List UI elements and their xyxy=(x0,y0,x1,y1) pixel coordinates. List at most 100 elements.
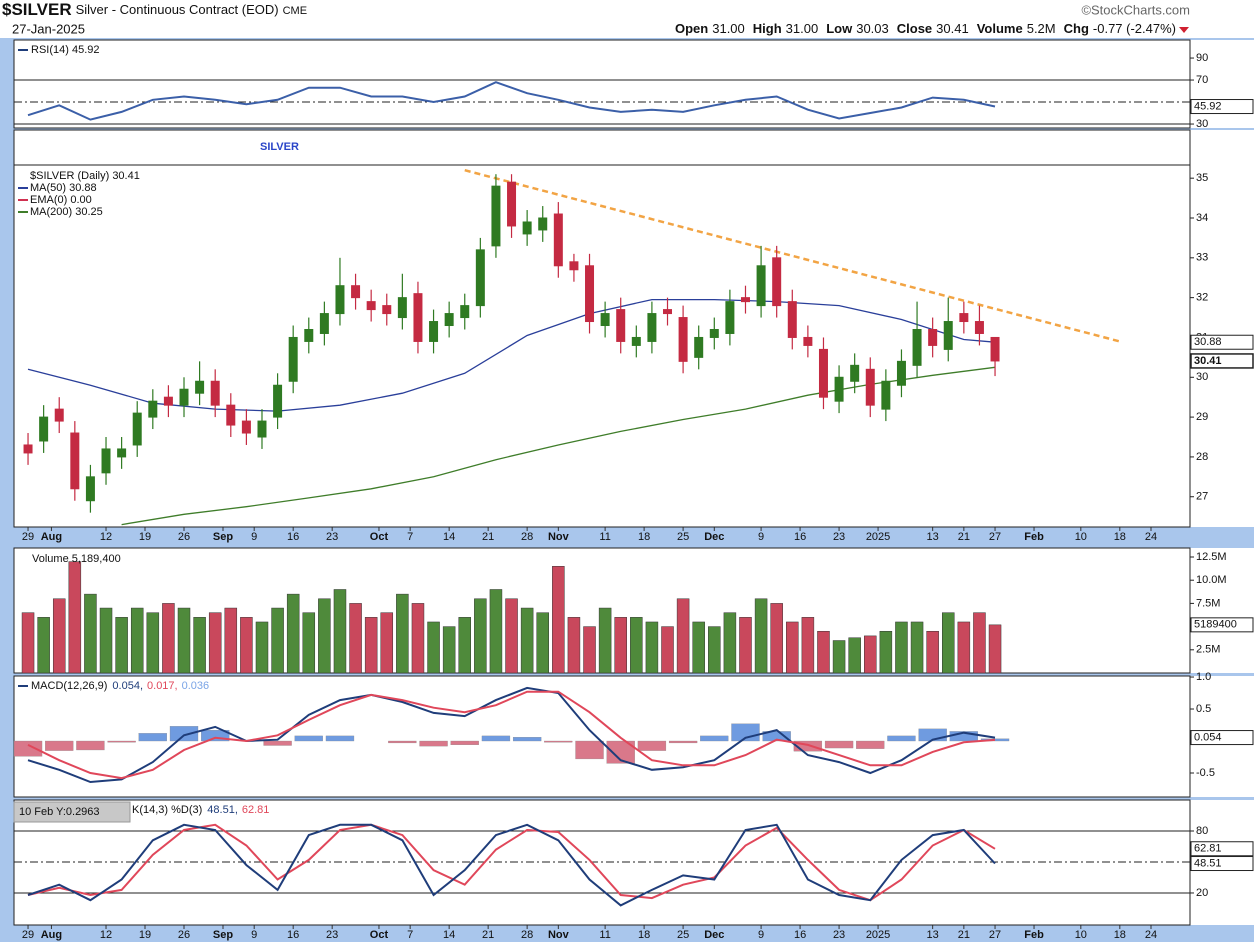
x-tick-label: 19 xyxy=(139,531,151,543)
volume-bar xyxy=(349,603,362,674)
volume-bar xyxy=(302,612,316,674)
x-tick-label: 27 xyxy=(989,531,1001,543)
x-tick-label: 23 xyxy=(326,929,338,941)
candle-body xyxy=(818,348,828,398)
candle-body xyxy=(912,328,922,366)
quote-value: 30.41 xyxy=(936,21,969,36)
candle-body xyxy=(241,420,251,434)
x-tick-label: 13 xyxy=(927,531,939,543)
x-tick-label: 21 xyxy=(958,929,970,941)
y-tick-label: 32 xyxy=(1196,292,1208,304)
panel-frame xyxy=(13,129,1191,528)
volume-bar xyxy=(21,612,35,674)
histogram-bar xyxy=(263,740,292,746)
change-arrow xyxy=(1179,27,1189,33)
annotation: SILVER xyxy=(260,141,299,153)
volume-bar xyxy=(973,612,986,674)
candle-body xyxy=(210,380,220,406)
candle-body xyxy=(990,336,1000,362)
panel xyxy=(14,130,1254,527)
candle-body xyxy=(195,380,205,394)
y-tick-label: 28 xyxy=(1196,451,1208,463)
volume-bar xyxy=(645,621,659,674)
quote-value: 5.2M xyxy=(1027,21,1056,36)
histogram-bar xyxy=(481,735,511,742)
volume-bar xyxy=(505,598,518,674)
y-tick-label: 80 xyxy=(1196,825,1208,837)
x-tick-label: 2025 xyxy=(866,531,890,543)
trendline xyxy=(464,169,1121,343)
x-tick-label: 21 xyxy=(482,929,494,941)
candle-body xyxy=(54,408,64,422)
legend-value: 62.81 xyxy=(242,804,270,816)
y-tick-label: 90 xyxy=(1196,52,1208,64)
volume-bar xyxy=(801,617,815,674)
candle-body xyxy=(928,328,938,346)
volume-bar xyxy=(614,617,627,674)
candle-body xyxy=(896,360,906,386)
volume-bar xyxy=(177,607,191,674)
panel xyxy=(14,800,1254,925)
value-badge-label: 48.51 xyxy=(1194,857,1222,869)
candle-body xyxy=(304,328,314,342)
x-tick-label: 11 xyxy=(599,929,610,941)
histogram-bar xyxy=(606,740,635,764)
volume-bar xyxy=(598,607,612,674)
candle-body xyxy=(631,336,641,346)
legend-value: 48.51, xyxy=(207,804,238,816)
brand: ©StockCharts.com xyxy=(1081,2,1190,17)
histogram-bar xyxy=(824,740,854,749)
y-tick-label: -0.5 xyxy=(1196,767,1215,779)
volume-bar xyxy=(957,621,971,674)
candle-body xyxy=(709,328,719,338)
volume-bar xyxy=(552,566,565,674)
histogram-bar xyxy=(325,735,355,742)
volume-bar xyxy=(333,589,347,674)
volume-bar xyxy=(318,598,331,674)
volume-bar xyxy=(427,621,440,674)
histogram-bar xyxy=(450,740,479,746)
candle-body xyxy=(522,221,532,235)
quote-label: Volume xyxy=(977,21,1023,36)
value-badge-label: 45.92 xyxy=(1194,100,1222,112)
volume-bar xyxy=(739,617,752,674)
x-tick-label: 28 xyxy=(521,531,533,543)
tooltip-box xyxy=(13,801,131,823)
panel xyxy=(14,40,1254,128)
candle-body xyxy=(787,301,797,338)
x-tick-label: 12 xyxy=(100,531,112,543)
histogram-bar xyxy=(76,740,105,751)
candle-body xyxy=(694,336,704,358)
volume-bar xyxy=(271,607,284,674)
x-tick-label: 9 xyxy=(758,531,764,543)
y-tick-label: 10.0M xyxy=(1196,574,1227,586)
volume-bar xyxy=(879,630,893,674)
x-tick-label: 27 xyxy=(989,929,1001,941)
volume-bar xyxy=(286,593,300,674)
volume-bar xyxy=(193,617,206,674)
volume-bar xyxy=(411,603,425,674)
candle-body xyxy=(148,400,158,418)
volume-bar xyxy=(224,607,238,674)
candle-body xyxy=(616,309,626,342)
y-tick-label: 1.0 xyxy=(1196,671,1211,683)
candle-body xyxy=(725,301,735,334)
volume-bar xyxy=(676,598,690,674)
quote-value: 31.00 xyxy=(786,21,819,36)
volume-bar xyxy=(458,617,471,674)
candle-body xyxy=(678,317,688,362)
y-tick-label: 35 xyxy=(1196,172,1208,184)
candle-body xyxy=(460,305,470,319)
value-badge xyxy=(1190,99,1254,115)
quote-label: Chg xyxy=(1064,21,1089,36)
candle-body xyxy=(101,448,111,474)
volume-bar xyxy=(708,626,721,674)
legend-entry: MA(200) 30.25 xyxy=(30,206,103,218)
volume-bar xyxy=(583,626,596,674)
candle-body xyxy=(429,321,439,342)
candle-body xyxy=(413,293,423,342)
panel-frame xyxy=(13,799,1191,926)
x-tick-label: Oct xyxy=(370,929,389,941)
value-badge xyxy=(1190,856,1254,872)
date: 27-Jan-2025 xyxy=(12,21,85,36)
